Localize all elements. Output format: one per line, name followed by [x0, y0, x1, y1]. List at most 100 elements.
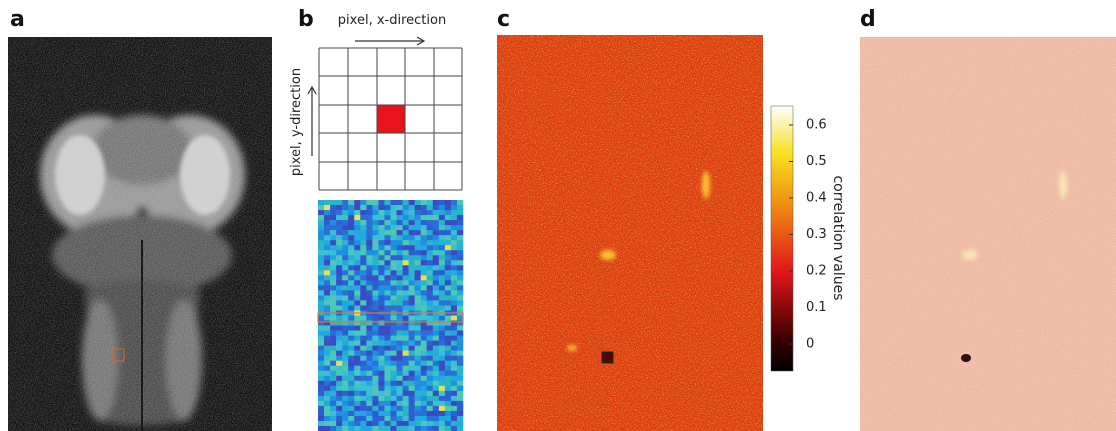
heat-cell	[330, 425, 337, 431]
heat-cell	[420, 235, 428, 241]
heat-cell	[402, 240, 409, 246]
heat-cell	[360, 285, 367, 291]
heat-cell	[324, 345, 331, 351]
heat-cell	[408, 390, 415, 397]
heat-cell	[330, 415, 337, 422]
heat-cell	[426, 385, 434, 392]
heat-cell	[324, 280, 331, 286]
heat-cell	[330, 255, 337, 261]
heat-cell	[426, 380, 434, 387]
heat-cell	[444, 415, 452, 422]
heat-cell	[354, 370, 361, 377]
panel-label: c	[497, 7, 510, 32]
heat-cell	[360, 410, 367, 417]
heat-cell	[378, 240, 385, 246]
heat-cell	[432, 330, 440, 336]
heat-cell	[330, 320, 337, 326]
heat-cell	[378, 375, 385, 382]
heat-cell	[342, 225, 349, 231]
heat-cell	[426, 220, 434, 226]
heat-cell	[456, 410, 464, 417]
heat-cell	[414, 230, 422, 236]
heat-cell	[444, 200, 452, 206]
heat-cell	[330, 370, 337, 377]
heat-cell	[342, 410, 349, 417]
heat-cell	[372, 420, 379, 427]
heat-cell	[384, 280, 391, 286]
heat-cell	[354, 420, 361, 427]
heat-cell	[360, 200, 367, 206]
heat-cell	[438, 295, 446, 301]
heat-cell	[402, 375, 409, 382]
heat-cell	[414, 340, 422, 346]
heat-cell	[450, 250, 458, 256]
heat-cell	[396, 245, 403, 251]
heat-cell	[396, 265, 403, 271]
heat-cell	[414, 385, 422, 392]
heat-cell	[318, 220, 325, 226]
heat-cell	[408, 355, 415, 361]
heat-cell	[330, 340, 337, 346]
heat-cell	[414, 205, 422, 211]
heat-cell	[372, 410, 379, 417]
heat-cell	[330, 325, 337, 331]
heat-cell	[384, 345, 391, 351]
heat-cell	[366, 400, 373, 407]
heat-cell	[438, 345, 446, 351]
heat-cell	[456, 315, 464, 321]
heat-cell	[450, 335, 458, 341]
heat-cell	[432, 230, 440, 236]
heat-cell	[360, 355, 367, 361]
colorbar-tick-label: 0.4	[806, 190, 827, 205]
heat-cell	[372, 415, 379, 422]
heat-cell	[432, 385, 440, 392]
heat-cell	[336, 420, 343, 427]
heat-cell	[408, 340, 415, 346]
heat-cell	[336, 365, 343, 372]
heat-cell	[372, 395, 379, 402]
heat-cell	[390, 415, 397, 422]
heat-cell	[414, 320, 422, 326]
heat-cell	[384, 335, 391, 341]
heat-cell	[366, 300, 373, 306]
heat-cell	[318, 245, 325, 251]
heat-cell	[324, 390, 331, 397]
heat-cell	[330, 410, 337, 417]
heat-cell	[420, 405, 428, 412]
heat-cell	[378, 290, 385, 296]
heat-cell	[450, 360, 458, 367]
heat-cell	[354, 360, 361, 367]
heat-cell	[450, 365, 458, 372]
heat-cell	[438, 410, 446, 417]
heat-cell	[384, 210, 391, 216]
heat-cell	[366, 360, 373, 367]
heat-cell	[330, 315, 337, 321]
heat-cell	[324, 205, 331, 211]
heat-cell	[384, 235, 391, 241]
heat-cell	[342, 265, 349, 271]
heat-cell	[444, 250, 452, 256]
highlight-row	[317, 312, 464, 323]
heat-cell	[402, 260, 409, 266]
heat-cell	[390, 375, 397, 382]
heat-cell	[354, 265, 361, 271]
heat-cell	[360, 365, 367, 372]
heat-cell	[456, 240, 464, 246]
heat-cell	[432, 380, 440, 387]
heat-cell	[360, 385, 367, 392]
heat-cell	[402, 265, 409, 271]
heat-cell	[324, 335, 331, 341]
heat-cell	[396, 320, 403, 326]
heat-cell	[366, 200, 373, 206]
heat-cell	[354, 385, 361, 392]
heat-cell	[396, 250, 403, 256]
heat-cell	[336, 285, 343, 291]
heat-cell	[420, 390, 428, 397]
heat-cell	[432, 275, 440, 281]
heat-cell	[342, 205, 349, 211]
heat-cell	[420, 305, 428, 311]
heat-cell	[390, 275, 397, 281]
heat-cell	[330, 300, 337, 306]
heat-cell	[378, 350, 385, 356]
heat-cell	[456, 260, 464, 266]
